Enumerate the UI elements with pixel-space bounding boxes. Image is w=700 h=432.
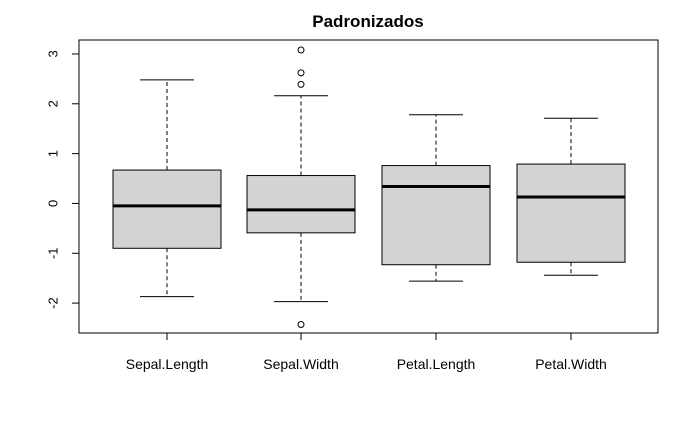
outlier-1-1 — [297, 69, 305, 77]
chart-marks: -2 -1 0 1 2 3 Sepal.Length Sepal.Width Petal.Len… — [45, 46, 626, 372]
y-tick-label-4: 2 — [45, 100, 60, 107]
box-0 — [112, 169, 222, 249]
outlier-1-2 — [297, 80, 305, 88]
x-tick-label-2: Petal.Length — [397, 356, 476, 372]
outlier-1-3 — [297, 321, 305, 329]
box-3 — [516, 163, 626, 263]
x-tick-label-1: Sepal.Width — [263, 356, 338, 372]
chart-title: Padronizados — [312, 12, 423, 31]
x-tick-label-3: Petal.Width — [535, 356, 607, 372]
box-2 — [381, 165, 491, 266]
y-tick-label-3: 1 — [45, 150, 60, 157]
plot-frame — [78, 39, 659, 334]
y-tick-label-2: 0 — [45, 200, 60, 207]
y-tick-label-5: 3 — [45, 50, 60, 57]
outlier-1-0 — [297, 46, 305, 54]
box-1 — [246, 175, 356, 234]
y-tick-label-1: -1 — [45, 247, 60, 259]
x-tick-label-0: Sepal.Length — [126, 356, 209, 372]
y-tick-label-0: -2 — [45, 297, 60, 309]
